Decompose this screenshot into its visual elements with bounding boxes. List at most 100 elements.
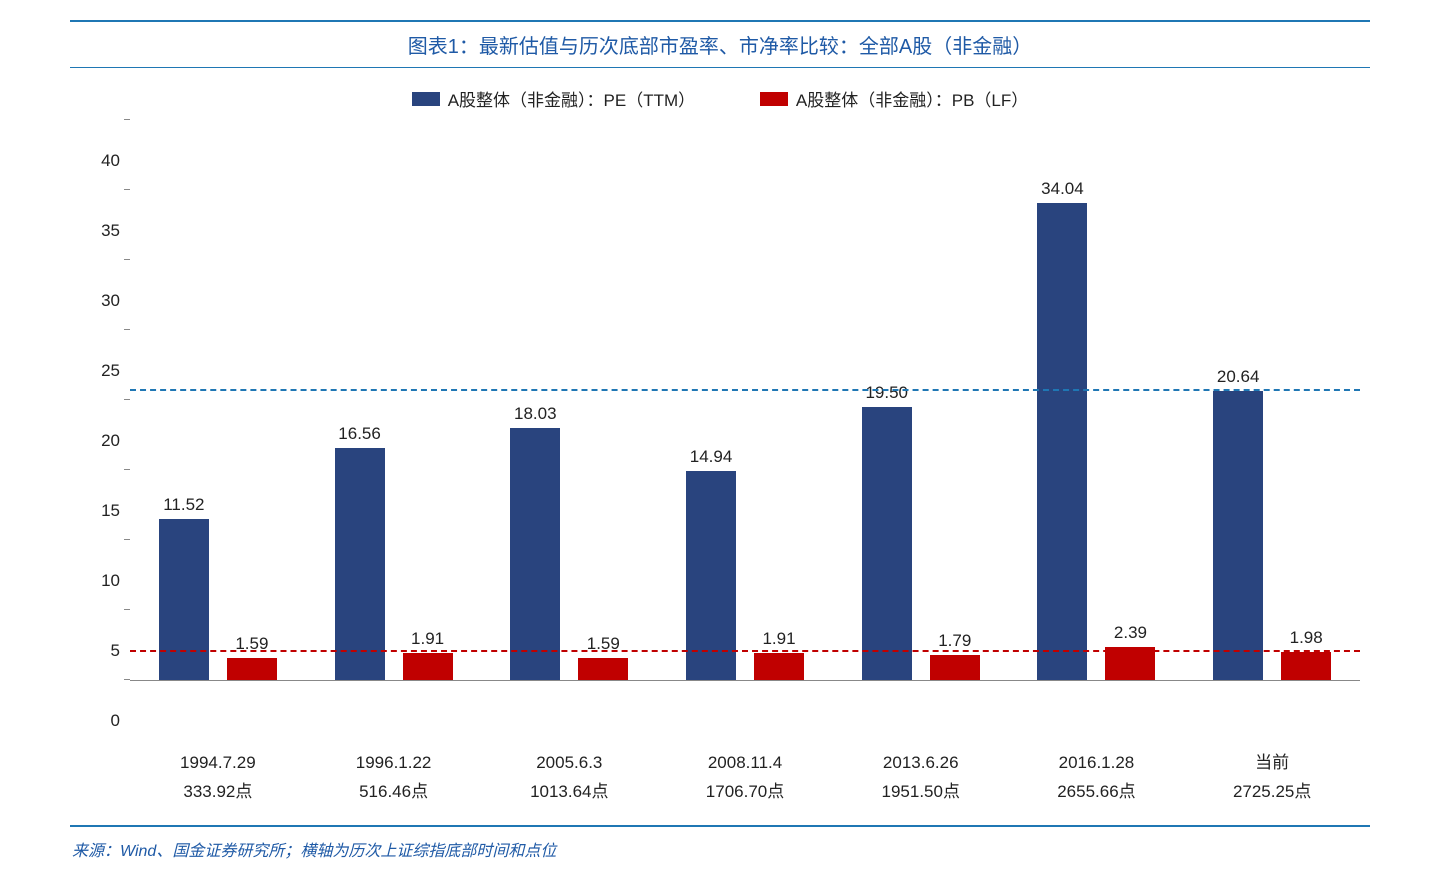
- x-label-line2: 1013.64点: [481, 778, 657, 807]
- plot-area: 11.52 1.59 16.56 1.91 18.03 1.59 14.94 1.91 19.5…: [130, 121, 1360, 681]
- y-tick-label: 15: [70, 501, 120, 521]
- bar-column: 14.94: [686, 447, 736, 680]
- x-label-line2: 2725.25点: [1184, 778, 1360, 807]
- x-label-line2: 516.46点: [306, 778, 482, 807]
- bar-column: 1.98: [1281, 628, 1331, 680]
- x-label-line1: 2013.6.26: [833, 749, 1009, 778]
- y-tick-mark: [124, 189, 130, 190]
- bar-column: 18.03: [510, 404, 560, 680]
- x-label-line2: 1706.70点: [657, 778, 833, 807]
- bar-value-label: 19.50: [865, 383, 908, 403]
- y-tick-label: 20: [70, 431, 120, 451]
- y-tick-mark: [124, 539, 130, 540]
- x-axis-label: 2005.6.31013.64点: [481, 741, 657, 807]
- bar-column: 1.59: [227, 634, 277, 680]
- x-label-line1: 1994.7.29: [130, 749, 306, 778]
- bar-group: 34.04 2.39: [1009, 121, 1185, 680]
- bar: [403, 653, 453, 680]
- x-label-line1: 2008.11.4: [657, 749, 833, 778]
- bar: [754, 653, 804, 680]
- y-tick-mark: [124, 469, 130, 470]
- bar-group: 20.64 1.98: [1184, 121, 1360, 680]
- bar-column: 20.64: [1213, 367, 1263, 680]
- bar-column: 34.04: [1037, 179, 1087, 680]
- x-label-line1: 1996.1.22: [306, 749, 482, 778]
- legend: A股整体（非金融）：PE（TTM） A股整体（非金融）：PB（LF）: [70, 68, 1370, 121]
- bar: [1037, 203, 1087, 680]
- x-axis-label: 当前2725.25点: [1184, 741, 1360, 807]
- y-tick-label: 0: [70, 711, 120, 731]
- y-tick-label: 35: [70, 221, 120, 241]
- bar-column: 1.91: [754, 629, 804, 680]
- y-tick-mark: [124, 609, 130, 610]
- chart-title: 图表1：最新估值与历次底部市盈率、市净率比较：全部A股（非金融）: [408, 36, 1032, 58]
- bar-column: 19.50: [862, 383, 912, 680]
- bar: [159, 519, 209, 680]
- bar: [510, 428, 560, 680]
- bar-group: 14.94 1.91: [657, 121, 833, 680]
- bar-column: 16.56: [335, 424, 385, 680]
- x-axis-labels: 1994.7.29333.92点1996.1.22516.46点2005.6.3…: [130, 741, 1360, 807]
- legend-label-pb: A股整体（非金融）：PB（LF）: [796, 86, 1028, 111]
- bar-value-label: 18.03: [514, 404, 557, 424]
- legend-label-pe: A股整体（非金融）：PE（TTM）: [448, 86, 695, 111]
- y-tick-mark: [124, 329, 130, 330]
- x-label-line2: 1951.50点: [833, 778, 1009, 807]
- x-label-line1: 2005.6.3: [481, 749, 657, 778]
- legend-swatch-pe: [412, 92, 440, 106]
- reference-line: [130, 650, 1360, 652]
- x-label-line1: 2016.1.28: [1009, 749, 1185, 778]
- y-tick-mark: [124, 259, 130, 260]
- x-label-line2: 2655.66点: [1009, 778, 1185, 807]
- y-tick-label: 40: [70, 151, 120, 171]
- bar-value-label: 11.52: [163, 495, 204, 515]
- y-axis: 0 5 10 15 20 25 30 35 40: [70, 121, 130, 741]
- bar: [1213, 391, 1263, 680]
- reference-line: [130, 389, 1360, 391]
- bar: [578, 658, 628, 680]
- bar-value-label: 1.79: [938, 631, 971, 651]
- legend-item-pe: A股整体（非金融）：PE（TTM）: [412, 86, 695, 111]
- bar-value-label: 1.91: [762, 629, 795, 649]
- x-axis-label: 2008.11.41706.70点: [657, 741, 833, 807]
- bar-value-label: 34.04: [1041, 179, 1084, 199]
- x-label-line2: 333.92点: [130, 778, 306, 807]
- bar-value-label: 14.94: [690, 447, 733, 467]
- source-note: 来源：Wind、国金证券研究所；横轴为历次上证综指底部时间和点位: [70, 827, 1370, 871]
- bar-column: 1.91: [403, 629, 453, 680]
- bar: [686, 471, 736, 680]
- bar-column: 1.79: [930, 631, 980, 680]
- chart-container: 图表1：最新估值与历次底部市盈率、市净率比较：全部A股（非金融） A股整体（非金…: [70, 20, 1370, 871]
- bar-value-label: 1.98: [1290, 628, 1323, 648]
- bar-value-label: 20.64: [1217, 367, 1260, 387]
- bar: [930, 655, 980, 680]
- x-axis-label: 2016.1.282655.66点: [1009, 741, 1185, 807]
- bar-value-label: 16.56: [338, 424, 381, 444]
- y-tick-label: 10: [70, 571, 120, 591]
- bar-group: 16.56 1.91: [306, 121, 482, 680]
- y-tick-label: 5: [70, 641, 120, 661]
- y-tick-mark: [124, 119, 130, 120]
- bar-group: 11.52 1.59: [130, 121, 306, 680]
- bar-value-label: 1.91: [411, 629, 444, 649]
- legend-swatch-pb: [760, 92, 788, 106]
- x-axis-label: 1994.7.29333.92点: [130, 741, 306, 807]
- bar: [862, 407, 912, 680]
- y-tick-mark: [124, 399, 130, 400]
- bar: [1281, 652, 1331, 680]
- title-bar: 图表1：最新估值与历次底部市盈率、市净率比较：全部A股（非金融）: [70, 20, 1370, 68]
- bar-value-label: 2.39: [1114, 623, 1147, 643]
- x-label-line1: 当前: [1184, 749, 1360, 778]
- bar-column: 1.59: [578, 634, 628, 680]
- y-tick-label: 25: [70, 361, 120, 381]
- bar: [227, 658, 277, 680]
- x-axis-label: 2013.6.261951.50点: [833, 741, 1009, 807]
- plot-wrap: 0 5 10 15 20 25 30 35 40 11.52 1.59 16.56 1.91 18.03…: [70, 121, 1370, 741]
- y-tick-mark: [124, 679, 130, 680]
- bar-group: 19.50 1.79: [833, 121, 1009, 680]
- bar-group: 18.03 1.59: [481, 121, 657, 680]
- bar-groups: 11.52 1.59 16.56 1.91 18.03 1.59 14.94 1.91 19.5…: [130, 121, 1360, 680]
- y-tick-label: 30: [70, 291, 120, 311]
- x-axis-label: 1996.1.22516.46点: [306, 741, 482, 807]
- bar: [335, 448, 385, 680]
